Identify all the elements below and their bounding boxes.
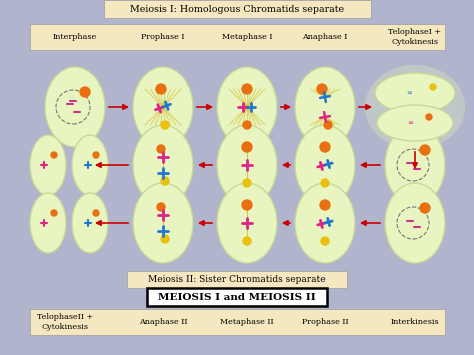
Circle shape	[242, 84, 252, 94]
Text: Metaphase II: Metaphase II	[220, 318, 274, 326]
Circle shape	[321, 237, 329, 245]
Circle shape	[161, 121, 169, 129]
Text: ∞: ∞	[407, 120, 413, 126]
Text: Meiosis I: Homologous Chromatids separate: Meiosis I: Homologous Chromatids separat…	[130, 5, 345, 13]
Ellipse shape	[295, 183, 355, 263]
Text: MEIOSIS I and MEIOSIS II: MEIOSIS I and MEIOSIS II	[158, 293, 316, 301]
Circle shape	[157, 145, 165, 153]
FancyBboxPatch shape	[127, 271, 347, 288]
Circle shape	[243, 121, 251, 129]
Ellipse shape	[133, 67, 193, 147]
Text: TelophaseI +
Cytokinesis: TelophaseI + Cytokinesis	[389, 28, 441, 45]
Ellipse shape	[375, 73, 455, 113]
Circle shape	[161, 235, 169, 243]
Circle shape	[430, 84, 436, 90]
Text: Prophase I: Prophase I	[141, 33, 185, 41]
Circle shape	[317, 84, 327, 94]
Circle shape	[93, 210, 99, 216]
Ellipse shape	[385, 125, 445, 205]
Ellipse shape	[385, 183, 445, 263]
Text: ∞: ∞	[406, 90, 412, 96]
Circle shape	[161, 177, 169, 185]
Circle shape	[242, 142, 252, 152]
FancyBboxPatch shape	[30, 24, 445, 50]
FancyBboxPatch shape	[104, 0, 371, 18]
Circle shape	[320, 200, 330, 210]
FancyBboxPatch shape	[30, 309, 445, 335]
Text: Anaphase II: Anaphase II	[139, 318, 187, 326]
Circle shape	[156, 84, 166, 94]
Circle shape	[320, 142, 330, 152]
Ellipse shape	[72, 135, 108, 195]
Text: Meiosis II: Sister Chromatids separate: Meiosis II: Sister Chromatids separate	[148, 275, 326, 284]
Ellipse shape	[133, 125, 193, 205]
Circle shape	[420, 145, 430, 155]
Circle shape	[243, 237, 251, 245]
Ellipse shape	[30, 135, 66, 195]
FancyBboxPatch shape	[147, 288, 327, 306]
Ellipse shape	[365, 65, 465, 149]
Ellipse shape	[217, 125, 277, 205]
Circle shape	[93, 152, 99, 158]
Text: Prophase II: Prophase II	[301, 318, 348, 326]
Ellipse shape	[217, 183, 277, 263]
Ellipse shape	[45, 67, 105, 147]
Circle shape	[51, 210, 57, 216]
Ellipse shape	[217, 67, 277, 147]
Text: TelophaseII +
Cytokinesis: TelophaseII + Cytokinesis	[37, 313, 93, 331]
Ellipse shape	[72, 193, 108, 253]
Circle shape	[324, 121, 332, 129]
Circle shape	[321, 179, 329, 187]
Ellipse shape	[295, 67, 355, 147]
Ellipse shape	[133, 183, 193, 263]
Circle shape	[80, 87, 90, 97]
Text: Anaphase I: Anaphase I	[302, 33, 348, 41]
Circle shape	[51, 152, 57, 158]
Ellipse shape	[295, 125, 355, 205]
Text: Interphase: Interphase	[53, 33, 97, 41]
Circle shape	[242, 200, 252, 210]
Circle shape	[157, 203, 165, 211]
Circle shape	[426, 114, 432, 120]
Circle shape	[420, 203, 430, 213]
Ellipse shape	[377, 105, 453, 141]
Text: Metaphase I: Metaphase I	[222, 33, 272, 41]
Ellipse shape	[30, 193, 66, 253]
Circle shape	[243, 179, 251, 187]
Text: Interkinesis: Interkinesis	[391, 318, 439, 326]
